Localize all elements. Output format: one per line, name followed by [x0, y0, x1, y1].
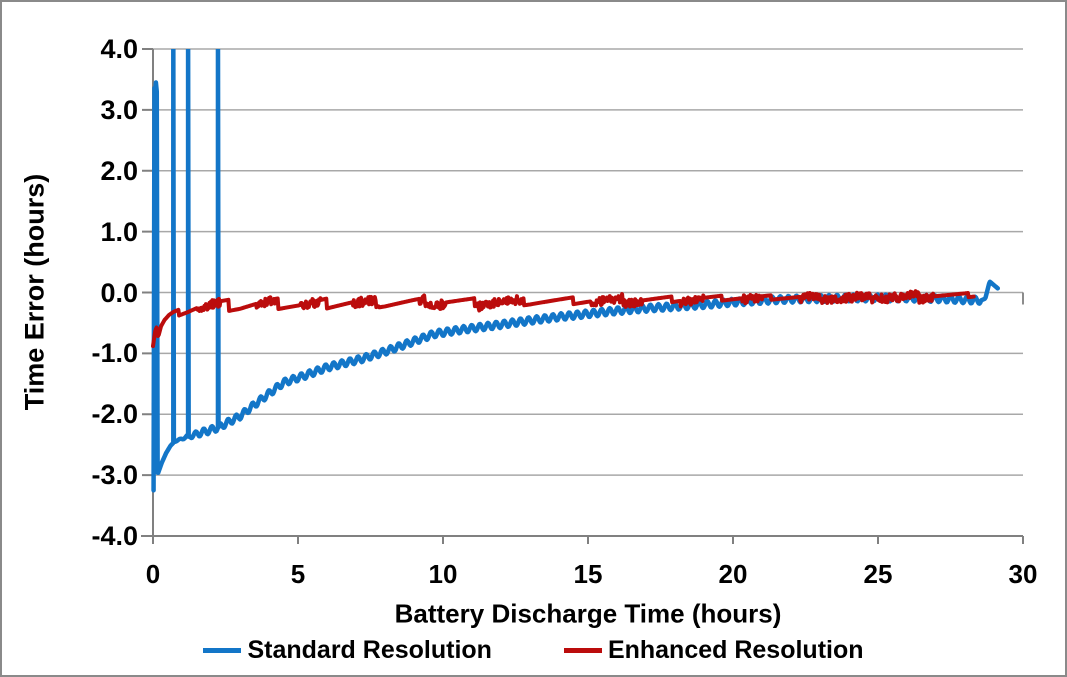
legend-item-enhanced-resolution: Enhanced Resolution — [563, 636, 864, 665]
legend-line-enhanced-icon — [563, 648, 602, 653]
x-axis-title: Battery Discharge Time (hours) — [394, 598, 782, 629]
y-tick-label-3.0: 3.0 — [100, 94, 138, 125]
x-tick-label-25: 25 — [863, 559, 893, 589]
legend-item-standard-resolution: Standard Resolution — [203, 636, 492, 665]
legend-label-standard: Standard Resolution — [247, 636, 492, 664]
y-tick-label--2.0: -2.0 — [91, 399, 138, 430]
x-tick-label-10: 10 — [428, 559, 458, 589]
legend: Standard Resolution Enhanced Resolution — [2, 636, 1065, 665]
x-tick-label-20: 20 — [718, 559, 748, 589]
y-tick-label-0.0: 0.0 — [100, 277, 138, 308]
y-tick-label-1.0: 1.0 — [100, 216, 138, 247]
y-tick-label--3.0: -3.0 — [91, 460, 138, 491]
legend-line-standard-icon — [203, 648, 242, 653]
series-standard-resolution — [151, 49, 1001, 493]
y-axis-title: Time Error (hours) — [19, 173, 50, 411]
legend-label-enhanced: Enhanced Resolution — [607, 636, 864, 664]
y-tick-label-2.0: 2.0 — [100, 155, 138, 186]
x-tick-label-15: 15 — [573, 559, 603, 589]
x-tick-label-5: 5 — [290, 559, 306, 589]
x-tick-label-0: 0 — [145, 559, 161, 589]
y-tick-label-4.0: 4.0 — [100, 34, 138, 64]
y-tick-label--4.0: -4.0 — [91, 521, 138, 551]
y-tick-label--1.0: -1.0 — [91, 338, 138, 369]
x-tick-label-30: 30 — [1008, 559, 1038, 589]
series-enhanced-resolution — [151, 289, 976, 349]
